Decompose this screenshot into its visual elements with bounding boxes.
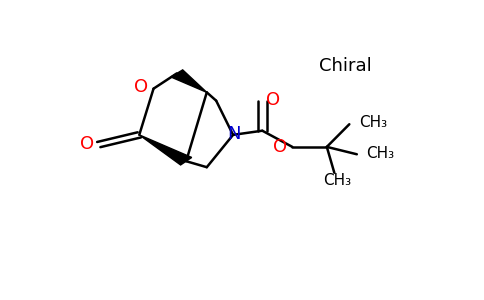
Text: O: O bbox=[80, 135, 94, 153]
Text: Chiral: Chiral bbox=[319, 57, 372, 75]
Polygon shape bbox=[139, 135, 192, 165]
Text: O: O bbox=[267, 91, 281, 109]
Text: CH₃: CH₃ bbox=[323, 172, 351, 188]
Text: O: O bbox=[273, 138, 287, 156]
Text: N: N bbox=[227, 125, 241, 143]
Text: CH₃: CH₃ bbox=[359, 115, 387, 130]
Text: CH₃: CH₃ bbox=[366, 146, 394, 161]
Text: O: O bbox=[135, 78, 149, 96]
Polygon shape bbox=[171, 70, 207, 92]
